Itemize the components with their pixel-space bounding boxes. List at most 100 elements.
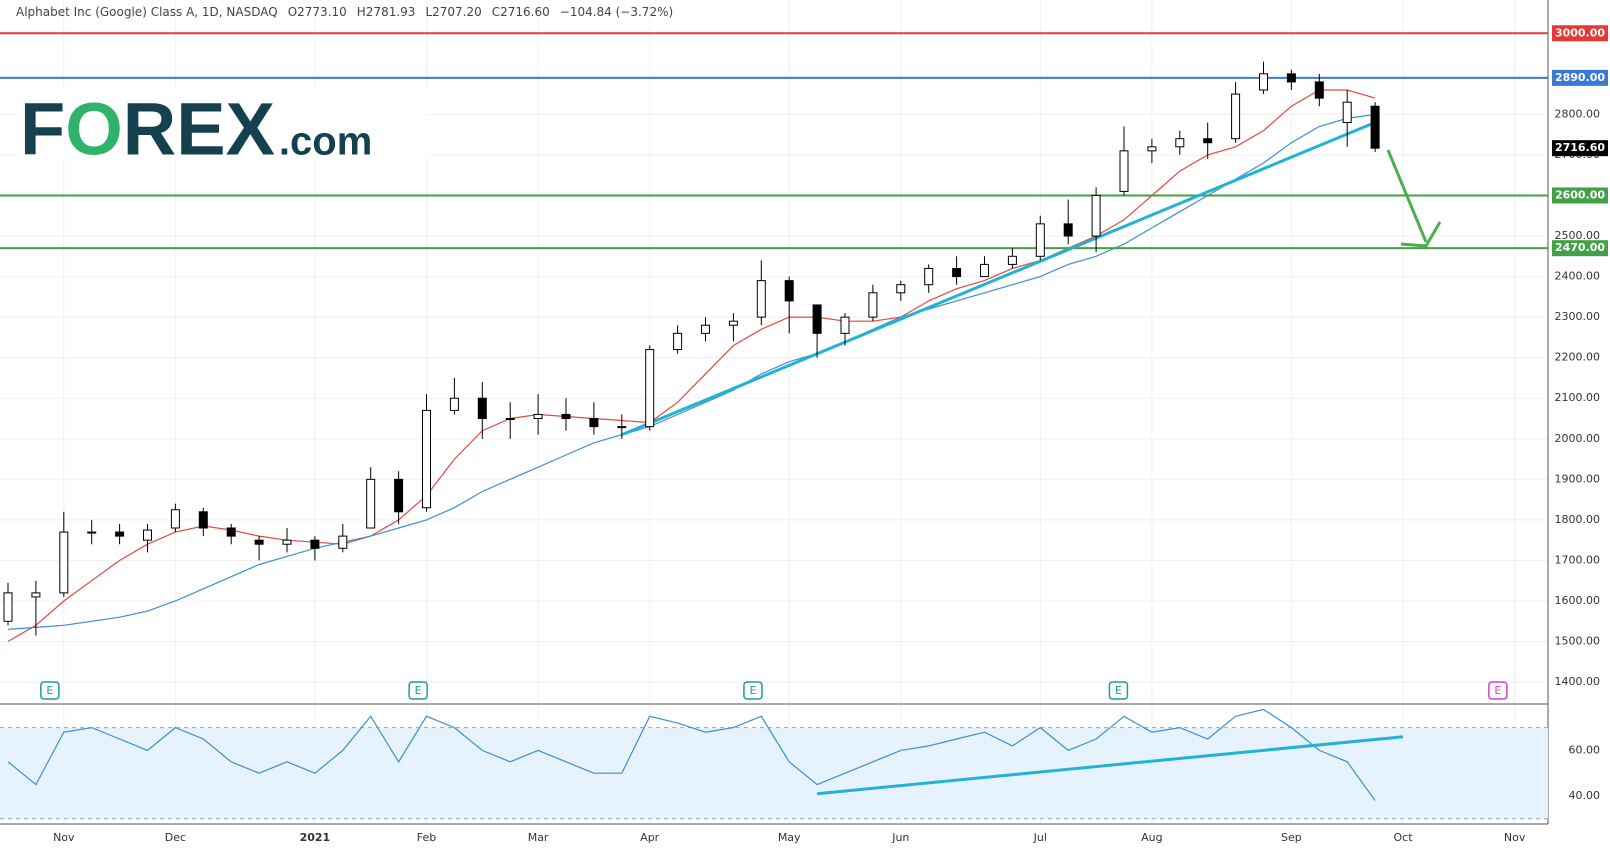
last-price-bg: [1552, 140, 1608, 157]
candle-body: [673, 332, 683, 351]
x-tick-label: Mar: [528, 831, 549, 844]
y-tick-label: 1900.00: [1555, 472, 1601, 485]
quote: O2773.10: [288, 5, 347, 19]
candle-body: [1091, 194, 1101, 237]
candle-body: [924, 267, 934, 286]
candle-body: [3, 592, 13, 622]
candle-body: [533, 413, 543, 420]
candle-body: [198, 511, 208, 529]
candle-body: [1203, 138, 1213, 144]
y-tick-label: 1700.00: [1555, 553, 1601, 566]
candle-body: [170, 509, 180, 529]
y-tick-label: 2100.00: [1555, 391, 1601, 404]
earnings-marker: [1488, 681, 1508, 700]
candle-body: [254, 539, 264, 545]
candle-body: [1231, 93, 1241, 140]
candle-body: [422, 409, 431, 509]
x-tick-label: Aug: [1141, 831, 1162, 844]
y-tick-label: 2300.00: [1555, 310, 1601, 323]
candle-body: [226, 527, 236, 537]
candle-body: [1286, 73, 1296, 83]
candle-body: [143, 529, 152, 541]
candle-body: [1147, 146, 1157, 152]
candle-body: [784, 280, 794, 302]
candle-body: [477, 397, 487, 420]
y-tick-label: 2500.00: [1555, 229, 1601, 242]
candle-body: [980, 263, 989, 278]
candle-body: [701, 324, 710, 334]
x-tick-label: Nov: [53, 831, 75, 844]
level-label-bg: [1552, 25, 1608, 42]
x-tick-label: 2021: [300, 831, 331, 844]
x-tick-label: Sep: [1281, 831, 1302, 844]
logo-part: REX: [123, 87, 275, 170]
level-label: 2600.00: [1555, 188, 1605, 201]
last-price-label: 2716.60: [1555, 141, 1605, 154]
moving-average: [7, 89, 1376, 643]
earnings-marker: [743, 681, 763, 700]
rsi-band: [0, 727, 1548, 819]
quote: C2716.60: [492, 5, 550, 19]
candle-body: [282, 539, 292, 545]
x-tick-label: Oct: [1393, 831, 1413, 844]
candle-body: [1314, 81, 1324, 99]
earnings-label: E: [46, 684, 53, 697]
level-label-bg: [1552, 240, 1608, 257]
candle-body: [868, 292, 878, 318]
earnings-marker: [1108, 681, 1129, 700]
candle-body: [756, 280, 766, 318]
level-label: 2470.00: [1555, 241, 1605, 254]
moving-average: [7, 113, 1376, 630]
candle-body: [1370, 105, 1380, 149]
x-tick-label: Jun: [891, 831, 909, 844]
candle-body: [1119, 150, 1129, 192]
candle-body: [589, 418, 599, 428]
candle-body: [310, 539, 320, 549]
candle-body: [1063, 223, 1073, 237]
candle-body: [449, 397, 459, 411]
candle-body: [645, 349, 655, 428]
arrow-head: [1400, 221, 1442, 248]
candle-body: [31, 592, 41, 598]
earnings-label: E: [1115, 684, 1122, 697]
quote: H2781.93: [357, 5, 416, 19]
y-tick-label: 60.00: [1569, 743, 1601, 756]
candle-body: [1007, 255, 1017, 265]
y-tick-label: 2800.00: [1555, 107, 1601, 120]
symbol: Alphabet Inc (Google) Class A, 1D, NASDA…: [16, 5, 278, 19]
x-tick-label: Jul: [1033, 831, 1047, 844]
x-tick-label: Feb: [417, 831, 436, 844]
rsi-trendline: [816, 735, 1404, 796]
candle-body: [617, 426, 627, 429]
y-tick-label: 2400.00: [1555, 270, 1601, 283]
candle-body: [840, 316, 850, 334]
earnings-label: E: [415, 684, 422, 697]
y-tick-label: 2000.00: [1555, 432, 1601, 445]
level-label: 3000.00: [1555, 26, 1605, 39]
earnings-marker: [40, 681, 60, 700]
y-tick-label: 1600.00: [1555, 594, 1601, 607]
candle-body: [338, 535, 348, 549]
quote: −104.84 (−3.72%): [560, 5, 673, 19]
candle-body: [87, 531, 97, 534]
x-tick-label: Apr: [640, 831, 660, 844]
candle-body: [896, 284, 906, 294]
candle-body: [366, 478, 376, 529]
candle-body: [728, 320, 738, 326]
logo-part: .com: [279, 119, 372, 163]
candle-body: [561, 413, 571, 420]
y-tick-label: 40.00: [1569, 789, 1601, 802]
logo-part: F: [20, 87, 65, 170]
level-label: 2890.00: [1555, 71, 1605, 84]
candle-body: [1035, 223, 1045, 257]
earnings-label: E: [749, 684, 756, 697]
earnings-marker: [408, 681, 428, 700]
candle-body: [952, 267, 962, 278]
x-tick-label: Nov: [1504, 831, 1526, 844]
quote: L2707.20: [425, 5, 481, 19]
logo-bg: [18, 88, 428, 160]
y-tick-label: 2200.00: [1555, 351, 1601, 364]
candle-body: [1259, 73, 1268, 91]
y-tick-label: 1400.00: [1555, 675, 1601, 688]
